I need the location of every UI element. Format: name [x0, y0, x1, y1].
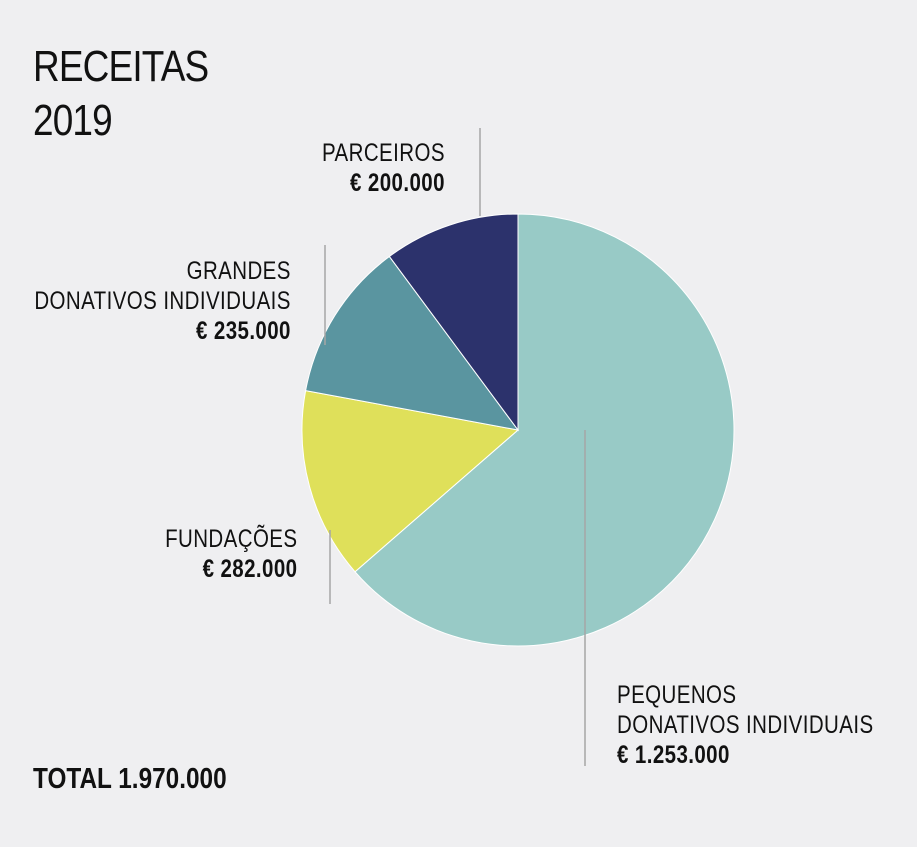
- slice-name-fundacoes: FUNDAÇÕES: [164, 525, 297, 553]
- slice-label-pequenos: PEQUENOS DONATIVOS INDIVIDUAIS € 1.253.0…: [617, 680, 874, 770]
- slice-label-grandes: GRANDES DONATIVOS INDIVIDUAIS € 235.000: [34, 256, 291, 346]
- chart-title-line-2: 2019: [33, 96, 113, 145]
- slice-value-parceiros: € 200.000: [350, 169, 445, 197]
- pie-slice-pequenos: [354, 213, 735, 647]
- slice-label-fundacoes: FUNDAÇÕES € 282.000: [165, 524, 297, 584]
- slice-name-pequenos-1: PEQUENOS: [617, 681, 737, 709]
- pie-slice-grandes: [305, 255, 520, 431]
- slice-label-parceiros: PARCEIROS € 200.000: [322, 138, 445, 198]
- slice-name-grandes-2: DONATIVOS INDIVIDUAIS: [34, 287, 291, 315]
- slice-name-grandes-1: GRANDES: [186, 257, 291, 285]
- leader-lines: [324, 128, 586, 766]
- slice-value-grandes: € 235.000: [196, 317, 291, 345]
- chart-title: RECEITAS 2019: [33, 40, 209, 148]
- total-label: TOTAL 1.970.000: [33, 763, 227, 795]
- slice-name-parceiros: PARCEIROS: [322, 139, 445, 167]
- slice-value-pequenos: € 1.253.000: [617, 741, 730, 769]
- slice-value-fundacoes: € 282.000: [202, 555, 297, 583]
- slice-name-pequenos-2: DONATIVOS INDIVIDUAIS: [617, 711, 874, 739]
- pie-slices: [301, 213, 735, 647]
- pie-slice-fundacoes: [301, 390, 520, 573]
- pie-slice-parceiros: [388, 213, 519, 432]
- chart-title-line-1: RECEITAS: [33, 42, 209, 91]
